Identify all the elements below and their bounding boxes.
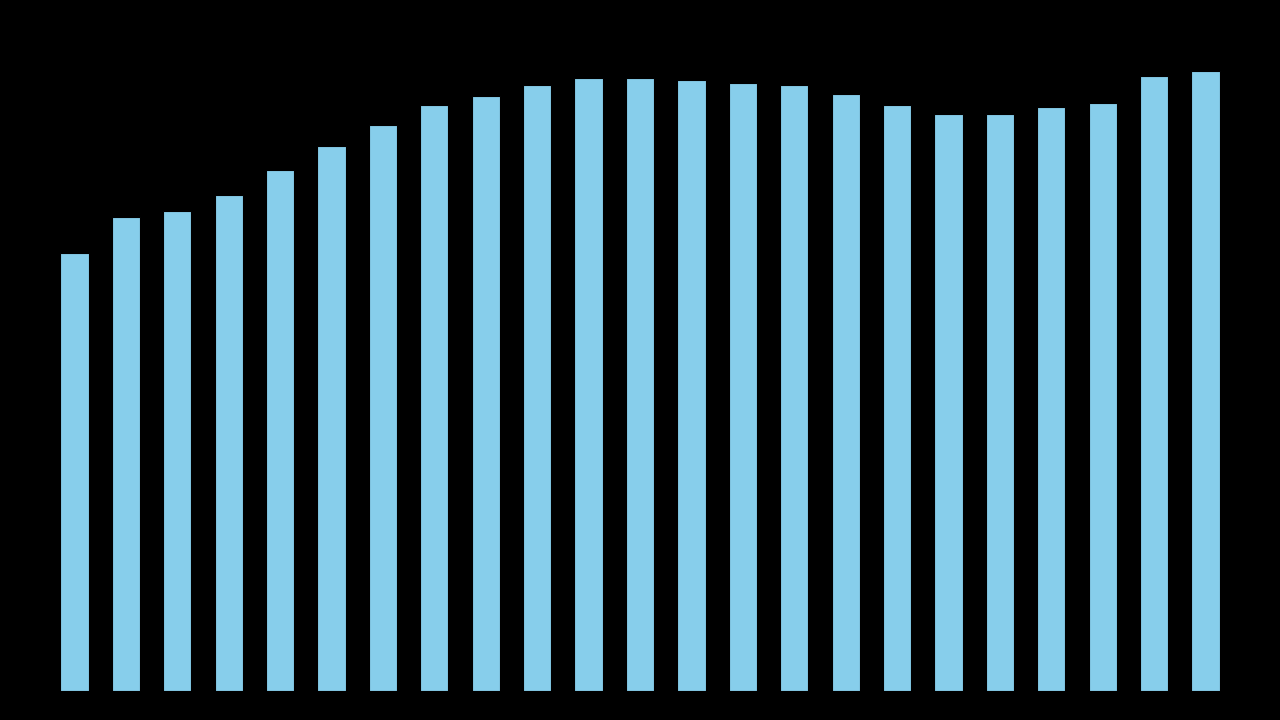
Bar — [266, 170, 294, 691]
Bar — [163, 211, 192, 691]
Bar — [677, 81, 705, 691]
Bar — [883, 105, 911, 691]
Bar — [934, 114, 963, 691]
Bar — [524, 85, 552, 691]
Bar — [1088, 103, 1117, 691]
Bar — [111, 217, 140, 691]
Bar — [317, 145, 346, 691]
Bar — [1140, 76, 1169, 691]
Bar — [780, 85, 809, 691]
Bar — [471, 96, 500, 691]
Bar — [420, 105, 448, 691]
Bar — [728, 83, 756, 691]
Bar — [1192, 71, 1220, 691]
Bar — [832, 94, 860, 691]
Bar — [369, 125, 397, 691]
Bar — [986, 114, 1014, 691]
Bar — [60, 253, 88, 691]
Bar — [626, 78, 654, 691]
Bar — [215, 195, 243, 691]
Bar — [575, 78, 603, 691]
Bar — [1037, 107, 1065, 691]
